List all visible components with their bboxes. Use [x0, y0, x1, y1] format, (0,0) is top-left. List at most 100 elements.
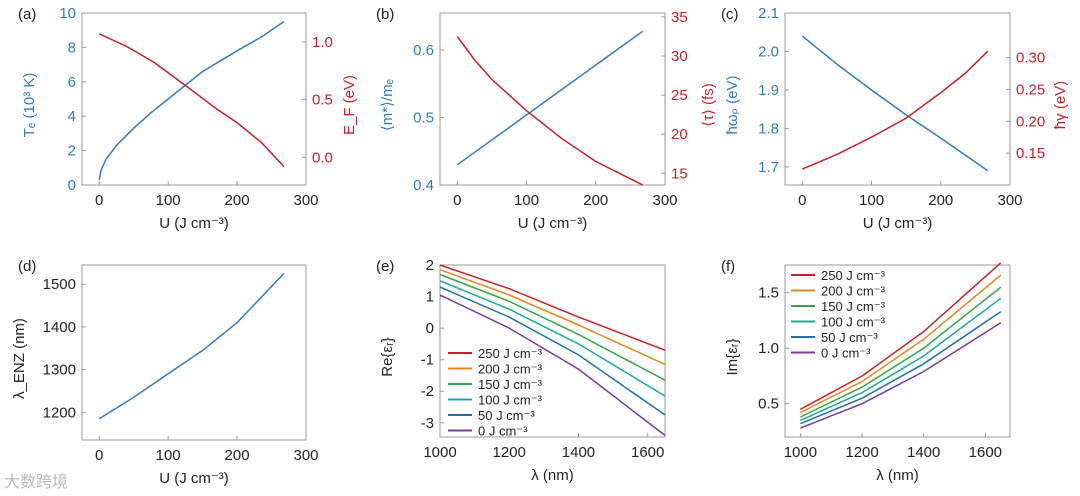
y-tick-label: 1500 — [43, 276, 76, 293]
y2-axis-label: ħγ (eV) — [1052, 81, 1069, 129]
series-50-J-cm- — [800, 310, 1002, 425]
y-tick-label: 8 — [68, 39, 76, 56]
y2-tick-label: 30 — [671, 48, 688, 65]
legend-entry: 250 J cm⁻³ — [821, 268, 886, 283]
y-axis-label: ħωₚ (eV) — [724, 76, 741, 135]
series-Te — [98, 20, 285, 180]
y2-tick-label: 20 — [671, 126, 688, 143]
series-200-J-cm- — [800, 274, 1002, 414]
legend-entry: 150 J cm⁻³ — [821, 299, 886, 314]
legend-entry: 0 J cm⁻³ — [821, 346, 871, 361]
x-tick-label: 1000 — [423, 444, 456, 461]
legend-entry: 50 J cm⁻³ — [478, 408, 535, 423]
y2-axis-label: E_F (eV) — [341, 75, 358, 135]
series-lambda — [98, 272, 285, 420]
y2-tick-label: 0.0 — [312, 149, 333, 166]
panel-label: (a) — [18, 6, 36, 23]
panel-b: (b) 0 100 200 300 0.4 0.5 0.6 15 20 25 30 35 U (J cm⁻… — [376, 6, 717, 232]
x-tick-label: 1200 — [493, 444, 526, 461]
x-axis-label: U (J cm⁻³) — [159, 470, 229, 487]
plot-frame — [439, 264, 666, 438]
y-tick-label: 0.5 — [758, 396, 779, 413]
y-tick-label: 1.9 — [758, 82, 779, 99]
x-tick-label: 1000 — [784, 444, 817, 461]
y-tick-label: 4 — [68, 108, 76, 125]
panel-d: (d) 0 100 200 300 1200 1300 1400 1500 U (J cm⁻³) λ… — [11, 258, 319, 487]
y2-tick-label: 0.15 — [1016, 145, 1045, 162]
y2-tick-label: 0.20 — [1016, 113, 1045, 130]
y-tick-label: 2 — [426, 257, 434, 274]
y-tick-label: 0.5 — [413, 110, 434, 127]
y-tick-label: 1300 — [43, 362, 76, 379]
y-tick-label: 1.0 — [758, 340, 779, 357]
x-tick-label: 100 — [859, 192, 884, 209]
x-tick-label: 0 — [95, 447, 103, 464]
plot-frame — [439, 12, 666, 186]
y-tick-label: 1.8 — [758, 120, 779, 137]
x-tick-label: 200 — [225, 192, 250, 209]
x-tick-label: 1400 — [562, 444, 595, 461]
series-200-J-cm- — [439, 268, 666, 366]
y-tick-label: -3 — [421, 415, 434, 432]
panel-e: (e) 1000 1200 1400 1600 -3 -2 -1 0 1 2 λ (nm) Re{εᵣ}… — [376, 257, 666, 484]
y-tick-label: -2 — [421, 383, 434, 400]
panel-c: (c) 0 100 200 300 1.7 1.8 1.9 2.0 2.1 0.15 0.20 0.25… — [721, 5, 1069, 232]
y-axis-label: λ_ENZ (nm) — [11, 318, 28, 399]
y-tick-label: 2 — [68, 143, 76, 160]
y-tick-label: 0.6 — [413, 42, 434, 59]
series-50-J-cm- — [439, 286, 666, 416]
x-tick-label: 1200 — [845, 444, 878, 461]
series-0-J-cm- — [439, 294, 666, 436]
watermark: 大数跨境 — [4, 474, 69, 491]
series-EF — [98, 33, 285, 168]
series-tau — [456, 36, 644, 186]
x-tick-label: 300 — [293, 192, 318, 209]
y-tick-label: 6 — [68, 74, 76, 91]
x-tick-label: 300 — [997, 192, 1022, 209]
legend-entry: 100 J cm⁻³ — [821, 315, 886, 330]
y-tick-label: -1 — [421, 352, 434, 369]
series-250-J-cm- — [800, 262, 1002, 410]
panel-label: (b) — [376, 6, 394, 23]
x-tick-label: 1400 — [907, 444, 940, 461]
plot-frame — [81, 264, 307, 441]
y-tick-label: 0 — [426, 320, 434, 337]
legend-entry: 50 J cm⁻³ — [821, 330, 878, 345]
y-tick-label: 2.1 — [758, 5, 779, 22]
plot-frame — [784, 12, 1011, 186]
x-tick-label: 300 — [652, 192, 677, 209]
y-axis-label: ⟨m*⟩/mₑ — [379, 78, 396, 131]
x-tick-label: 100 — [156, 447, 181, 464]
series-100-J-cm- — [800, 297, 1002, 422]
x-tick-label: 0 — [95, 192, 103, 209]
y-axis-label: Re{εᵣ} — [379, 337, 396, 376]
legend-entry: 100 J cm⁻³ — [478, 393, 543, 408]
y2-tick-label: 0.25 — [1016, 81, 1045, 98]
plot-frame — [784, 264, 1011, 438]
legend-entry: 250 J cm⁻³ — [478, 346, 543, 361]
y-tick-label: 0.4 — [413, 177, 434, 194]
x-tick-label: 0 — [453, 192, 461, 209]
x-tick-label: 300 — [293, 447, 318, 464]
y2-tick-label: 25 — [671, 87, 688, 104]
x-tick-label: 100 — [514, 192, 539, 209]
y-tick-label: 10 — [59, 5, 76, 22]
y-tick-label: 2.0 — [758, 43, 779, 60]
series-100-J-cm- — [439, 280, 666, 397]
y2-tick-label: 0.30 — [1016, 50, 1045, 67]
series-250-J-cm- — [439, 264, 666, 351]
x-tick-label: 200 — [928, 192, 953, 209]
legend-entry: 150 J cm⁻³ — [478, 377, 543, 392]
x-tick-label: 0 — [798, 192, 806, 209]
x-axis-label: λ (nm) — [531, 467, 574, 484]
legend-entry: 200 J cm⁻³ — [821, 284, 886, 299]
series-wp — [801, 35, 989, 172]
series-m- — [456, 30, 644, 166]
y-tick-label: 1 — [426, 289, 434, 306]
panel-label: (d) — [18, 258, 36, 275]
y2-tick-label: 0.5 — [312, 92, 333, 109]
y2-tick-label: 35 — [671, 9, 688, 26]
y2-tick-label: 1.0 — [312, 34, 333, 51]
x-axis-label: λ (nm) — [876, 467, 919, 484]
